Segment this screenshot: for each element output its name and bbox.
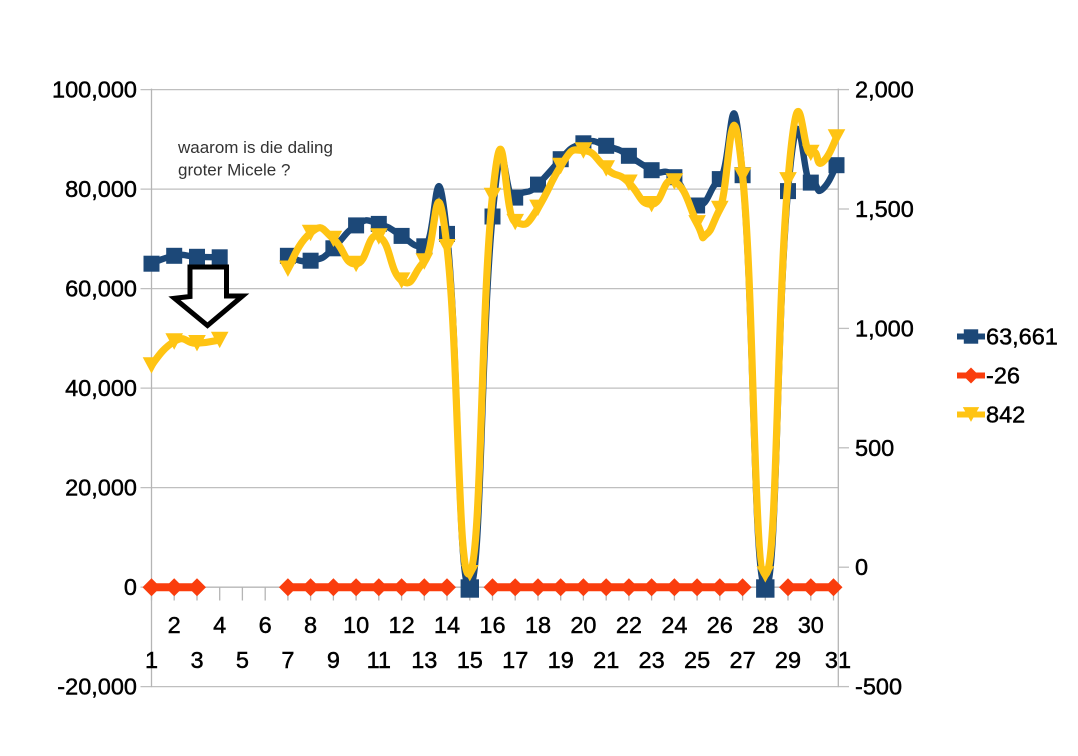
svg-text:28: 28 [752,612,778,638]
svg-text:25: 25 [684,647,710,673]
svg-text:18: 18 [525,612,551,638]
svg-text:1,500: 1,500 [855,196,914,222]
svg-text:26: 26 [707,612,733,638]
svg-text:31: 31 [825,647,851,673]
svg-text:14: 14 [434,612,460,638]
svg-text:20,000: 20,000 [65,475,137,501]
svg-text:20: 20 [570,612,596,638]
svg-text:waarom is die daling: waarom is die daling [177,138,333,157]
svg-text:0: 0 [855,554,868,580]
svg-text:100,000: 100,000 [52,77,137,103]
svg-text:16: 16 [479,612,505,638]
svg-text:842: 842 [986,402,1025,428]
svg-text:5: 5 [236,647,249,673]
svg-text:21: 21 [593,647,619,673]
svg-text:2,000: 2,000 [855,77,914,103]
svg-text:4: 4 [213,612,226,638]
svg-text:3: 3 [190,647,203,673]
svg-text:8: 8 [304,612,317,638]
svg-text:0: 0 [124,574,137,600]
svg-text:7: 7 [281,647,294,673]
svg-text:63,661: 63,661 [986,324,1058,350]
svg-text:60,000: 60,000 [65,276,137,302]
svg-text:6: 6 [259,612,272,638]
svg-text:11: 11 [367,647,391,673]
svg-text:17: 17 [502,647,528,673]
svg-text:29: 29 [775,647,801,673]
svg-text:24: 24 [661,612,687,638]
svg-text:80,000: 80,000 [65,176,137,202]
svg-text:23: 23 [639,647,665,673]
svg-text:27: 27 [730,647,756,673]
svg-text:10: 10 [343,612,369,638]
svg-text:19: 19 [548,647,574,673]
svg-text:-20,000: -20,000 [57,674,137,700]
svg-text:groter Micele ?: groter Micele ? [178,161,290,180]
svg-text:30: 30 [798,612,824,638]
svg-text:-26: -26 [986,363,1020,389]
svg-text:15: 15 [457,647,483,673]
svg-text:12: 12 [389,612,415,638]
svg-text:1: 1 [145,647,158,673]
svg-text:500: 500 [855,435,894,461]
svg-text:9: 9 [327,647,340,673]
svg-text:13: 13 [411,647,437,673]
svg-text:2: 2 [168,612,181,638]
svg-text:1,000: 1,000 [855,315,914,341]
svg-text:-500: -500 [855,674,902,700]
svg-text:40,000: 40,000 [65,375,137,401]
svg-text:22: 22 [616,612,642,638]
